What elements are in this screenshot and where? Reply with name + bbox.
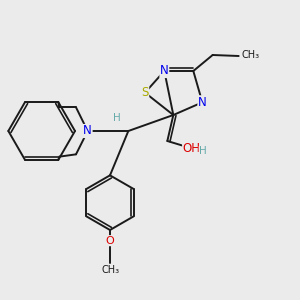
Text: CH₃: CH₃ xyxy=(242,50,260,60)
Text: CH₃: CH₃ xyxy=(101,265,120,275)
Text: N: N xyxy=(198,96,207,109)
Text: O: O xyxy=(106,236,114,246)
Text: N: N xyxy=(83,124,92,137)
Text: OH: OH xyxy=(183,142,201,155)
Text: H: H xyxy=(113,113,121,123)
Text: S: S xyxy=(141,86,149,99)
Text: H: H xyxy=(199,146,207,156)
Text: N: N xyxy=(160,64,169,77)
